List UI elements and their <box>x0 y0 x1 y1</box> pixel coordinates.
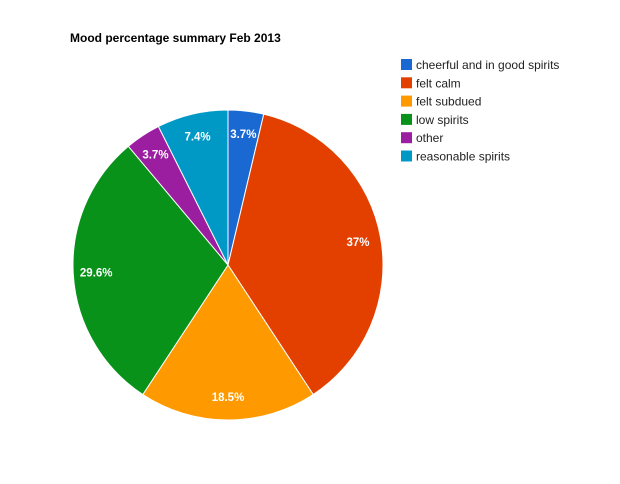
chart-title: Mood percentage summary Feb 2013 <box>70 31 281 45</box>
legend-swatch <box>401 95 412 107</box>
slice-label: 7.4% <box>184 132 210 144</box>
legend-label[interactable]: cheerful and in good spirits <box>416 58 559 72</box>
pie-slice-felt-subdued[interactable] <box>142 264 314 421</box>
slice-labels: 3.7% 37% 18.5% 29.6% 3.7% 7.4% <box>80 129 370 404</box>
slice-label: 37% <box>346 237 369 249</box>
slice-label: 3.7% <box>230 129 256 141</box>
slice-label: 18.5% <box>212 392 245 404</box>
legend-label[interactable]: low spirits <box>416 113 469 127</box>
legend-label[interactable]: felt subdued <box>416 95 481 109</box>
legend-label[interactable]: other <box>416 131 443 145</box>
pie-slice-low-spirits[interactable] <box>72 145 229 396</box>
slice-label: 3.7% <box>142 150 168 162</box>
slice-label: 29.6% <box>80 268 113 280</box>
legend-swatch <box>401 113 412 125</box>
legend-swatch <box>401 150 412 162</box>
legend: cheerful and in good spirits felt calm fel… <box>401 58 559 164</box>
pie-slice-felt-calm[interactable] <box>227 113 384 396</box>
pie-slice-reasonable-spirits[interactable] <box>157 109 229 266</box>
legend-swatch <box>401 59 412 70</box>
legend-swatch <box>401 132 412 144</box>
legend-swatch <box>401 77 412 89</box>
pie-slices <box>72 109 384 421</box>
legend-label[interactable]: reasonable spirits <box>416 150 510 164</box>
legend-label[interactable]: felt calm <box>416 76 461 90</box>
